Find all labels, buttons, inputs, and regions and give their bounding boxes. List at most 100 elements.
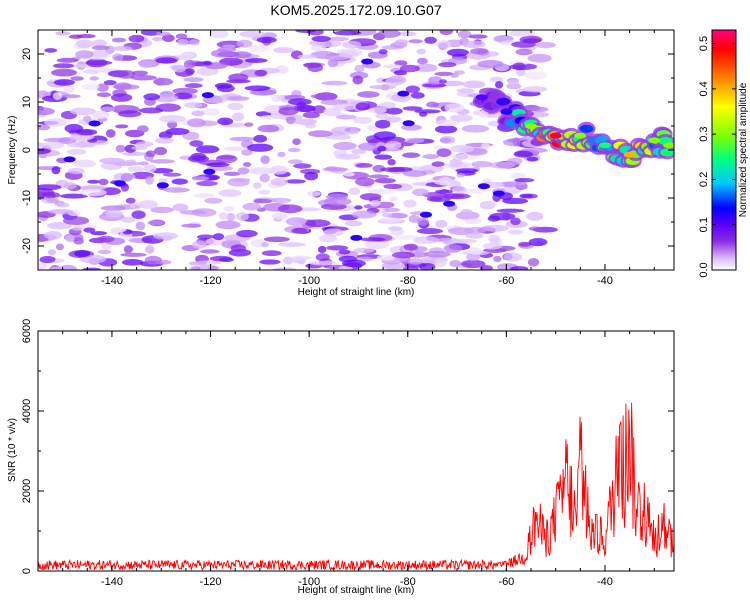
x-tick-label: -80 [400,576,416,588]
spectrogram-cell [408,214,420,223]
spectrogram-cell [304,219,331,227]
spectrogram-cell [380,217,401,224]
spectrogram-cell [470,48,489,55]
spectrogram-cell [158,115,186,123]
spectrogram-peak [500,108,513,115]
spectrogram-cell [222,44,236,49]
spectrogram-cell [456,173,466,178]
spectrogram-cell [74,250,91,258]
spectrogram-cell [439,136,456,144]
spectrogram-cell [263,236,290,243]
spectrogram-cell [201,92,214,99]
spectrogram-cell [527,53,552,63]
spectrogram-cell [218,189,242,197]
spectrogram-cell [235,212,249,221]
spectrogram-cell [436,148,452,158]
spectrogram-cell [353,247,375,253]
spectrogram-cell [226,213,236,222]
spectrogram-cell [357,142,382,151]
spectrogram-cell [188,39,200,46]
spectrogram-cell [73,237,84,245]
spectrogram-cell [464,218,482,225]
spectrogram-cell [63,182,77,190]
spectrogram-cell [455,168,479,174]
spectrogram-cell [344,220,363,227]
spectrogram-cell [67,167,85,175]
y-tick-label: 2000 [21,479,33,503]
spectrogram-cell [507,229,524,235]
spectrogram-cell [232,112,245,122]
spectrogram-cell [443,193,471,200]
spectrogram-cell [450,114,473,122]
spectrogram-cell [460,259,486,268]
spectrogram-cell [64,123,84,133]
spectrogram-cell [247,167,275,175]
spectrogram-cell [43,137,71,143]
spectrogram-cell [338,249,351,255]
spectrogram-cell [138,161,149,166]
spectrogram-cell [271,212,287,220]
spectrogram-cell [435,219,448,228]
spectrogram-cell [61,94,81,99]
spectrogram-cell [132,70,148,76]
spectrogram-cell [341,259,366,268]
spectrogram-cell [143,93,161,101]
spectrogram-cell [70,76,84,81]
spectrogram-cell [125,159,137,164]
spectrogram-cell [98,178,109,186]
spectrogram-cell [183,77,204,83]
spectrogram-cell [526,156,539,162]
spectrogram-cell [361,58,374,65]
spectrogram-cell [295,30,316,33]
spectrogram-cell [420,211,432,218]
spectrogram-cell [127,166,145,173]
spectrogram-cell [185,68,195,75]
spectrogram-cell [407,258,424,265]
spectrogram-cell [145,176,154,185]
spectrogram-cell [216,84,235,93]
spectrogram-cell [189,140,204,147]
spectrogram-cell [244,85,271,91]
spectrogram-cell [403,243,418,251]
spectrogram-cell [223,146,247,151]
spectrogram-cell [260,155,270,165]
spectrogram-cell [312,105,326,114]
spectrogram-cell [113,180,126,187]
spectrogram-cell [496,208,525,213]
spectrogram-cell [387,212,408,219]
spectrogram-cell [479,200,496,210]
spectrogram-cell [327,36,350,42]
spectrogram-cell [288,98,312,106]
spectrogram-cell [144,255,162,265]
spectrogram-cell [209,255,232,262]
spectrogram-cell [387,159,396,166]
spectrogram-cell [51,166,61,175]
spectrogram-cell [48,266,65,270]
spectrogram-cell [208,30,229,39]
y-tick-label: 20 [21,48,33,60]
spectrogram-cell [56,57,79,63]
spectrogram-cell [242,202,262,211]
spectrogram-cell [513,150,533,158]
spectrogram-cell [120,252,147,257]
spectrogram-cell [259,114,286,120]
spectrogram-cell [163,187,190,193]
spectrogram-cell [145,150,156,158]
spectrogram-cell [81,83,100,91]
spectrogram-cell [292,138,301,145]
spectrogram-cell [385,77,403,87]
spectrogram-cell [217,117,234,126]
spectrogram-cell [99,157,126,165]
spectrogram-cell [110,227,127,233]
spectrogram-cell [357,91,380,98]
spectrogram-cell [367,188,395,194]
spectrogram-cell [481,224,509,232]
colorbar: 0.0 0.1 0.2 0.3 0.4 0.5 Normalized spectral a… [698,29,749,278]
spectrogram-cell [431,161,445,167]
spectrogram-cell [278,107,299,116]
snr-y-axis-label: SNR (10 * v/v) [7,418,18,482]
spectrogram-cell [153,147,168,156]
spectrogram-cell [478,110,489,119]
spectrogram-cell [96,83,109,92]
